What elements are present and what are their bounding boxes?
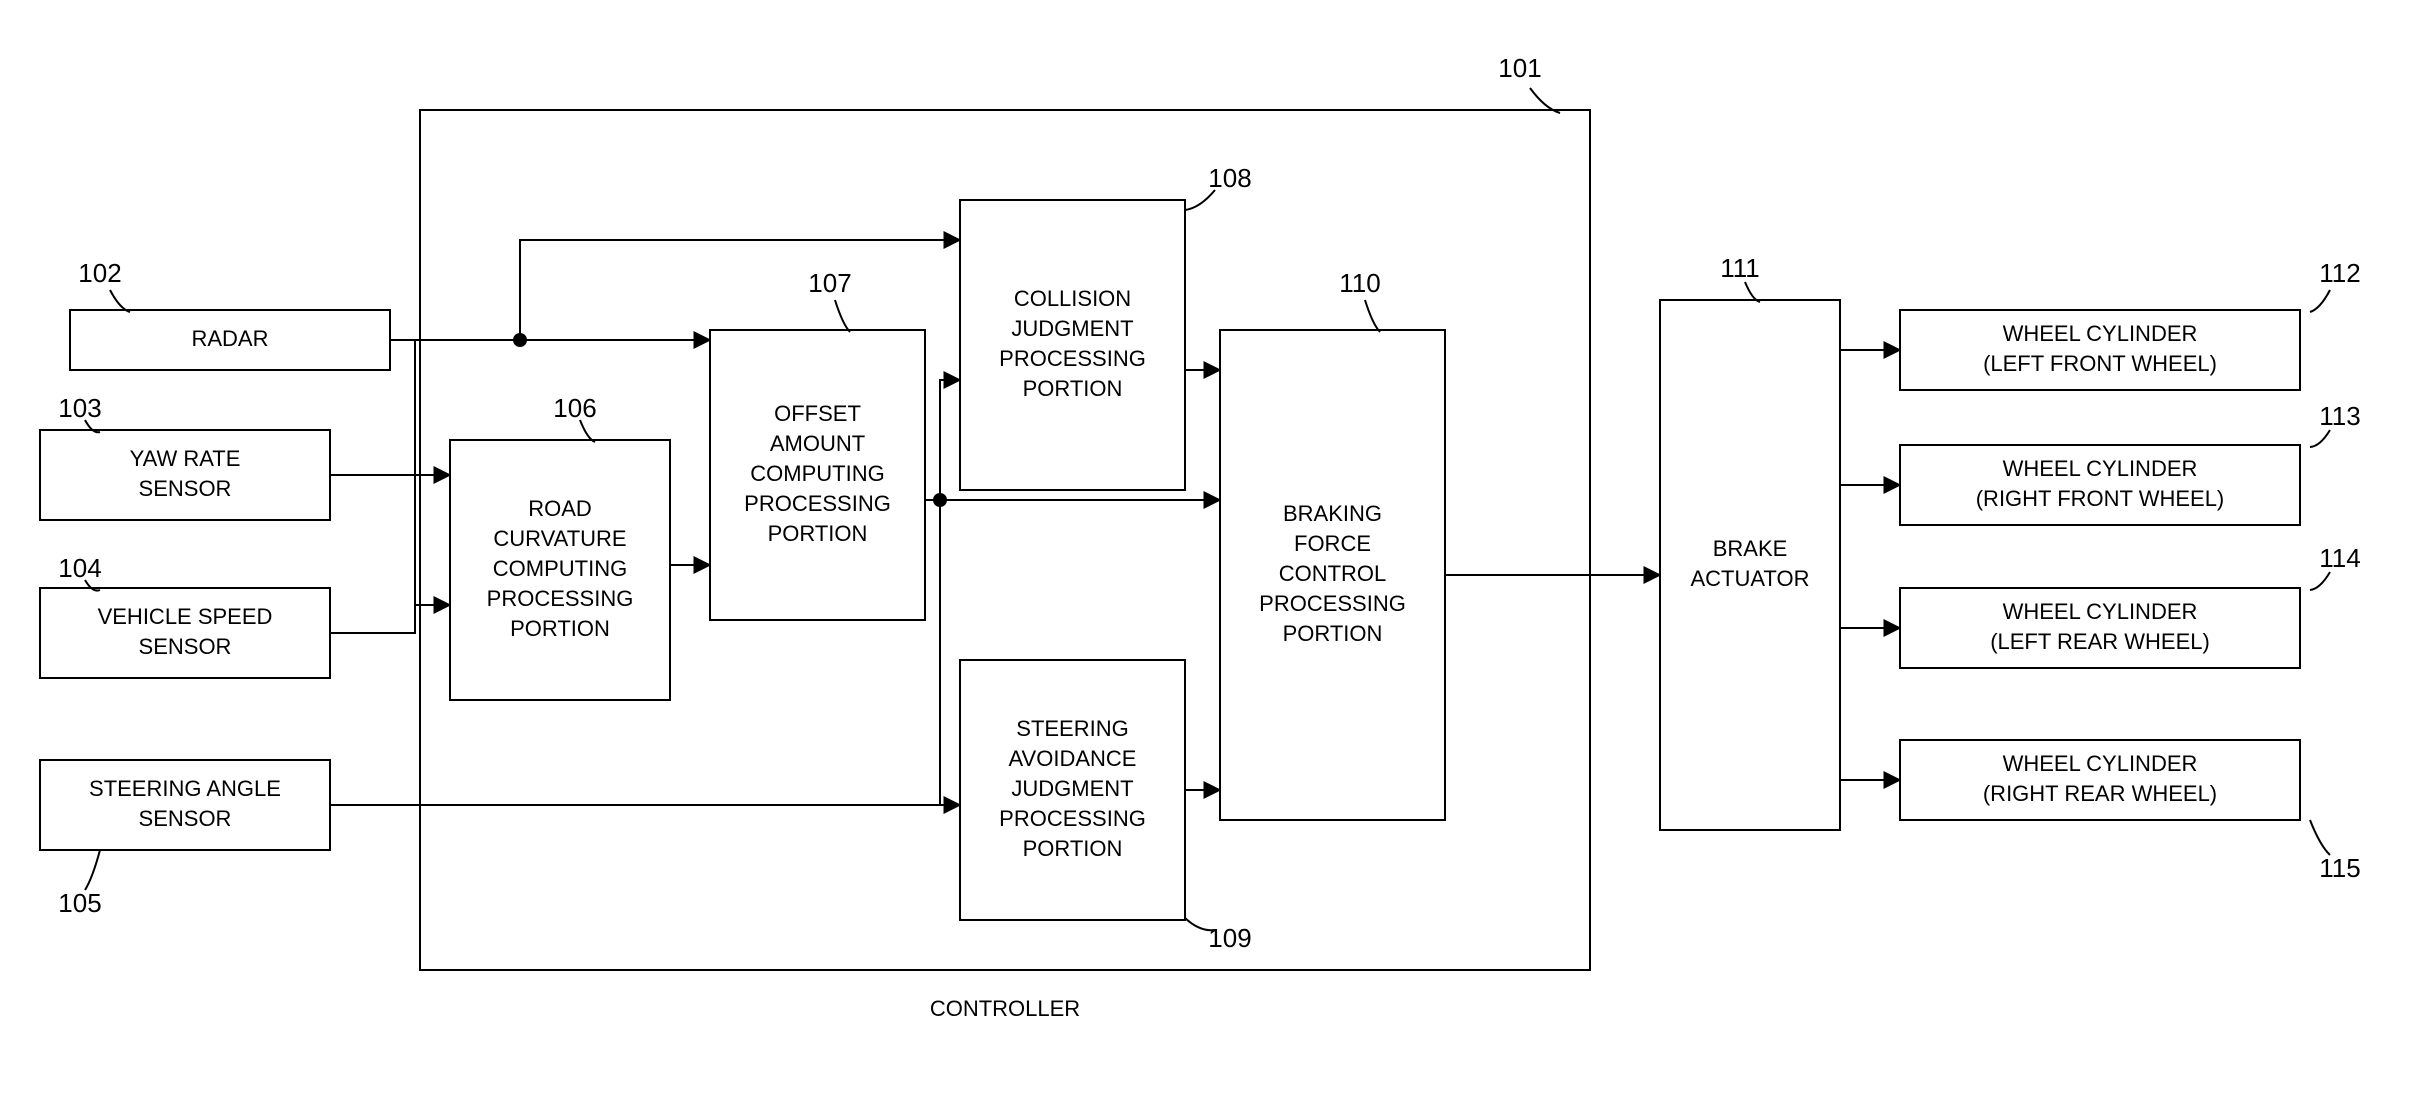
wire-speed (330, 605, 450, 633)
ctrl-block-brakec-label-line-3: PROCESSING (1259, 591, 1406, 616)
output-block-wc_lr: WHEEL CYLINDER (LEFT REAR WHEEL) (1900, 588, 2300, 668)
output-block-wc_rr-label-line-1: (RIGHT REAR WHEEL) (1983, 781, 2217, 806)
ref-num-103: 103 (58, 393, 101, 423)
ctrl-block-road-label-line-2: COMPUTING (493, 556, 627, 581)
output-block-wc_lr-label-line-0: WHEEL CYLINDER (2003, 599, 2198, 624)
ctrl-block-road-label-line-4: PORTION (510, 616, 610, 641)
ctrl-block-avoid: STEERING AVOIDANCE JUDGMENT PROCESSING PORTI… (960, 660, 1185, 920)
controller-label: CONTROLLER (930, 996, 1080, 1021)
ref-leader-110 (1365, 300, 1380, 332)
ref-num-108: 108 (1208, 163, 1251, 193)
output-block-wc_lr-label-line-1: (LEFT REAR WHEEL) (1990, 629, 2210, 654)
ctrl-block-road: ROAD CURVATURE COMPUTING PROCESSING PORTION (450, 440, 670, 700)
input-block-speed: VEHICLE SPEED SENSOR (40, 588, 330, 678)
ref-leader-115 (2310, 820, 2330, 855)
input-block-steer-label-line-1: SENSOR (139, 806, 232, 831)
wire-offset_to_coll (925, 380, 960, 500)
ctrl-block-avoid-label-line-3: PROCESSING (999, 806, 1146, 831)
ctrl-block-coll-label-line-3: PORTION (1023, 376, 1123, 401)
actuator-block-act-label-line-1: ACTUATOR (1691, 566, 1810, 591)
ref-num-114: 114 (2319, 543, 2360, 573)
ctrl-block-avoid-label-line-4: PORTION (1023, 836, 1123, 861)
ref-num-106: 106 (553, 393, 596, 423)
output-block-wc_lf: WHEEL CYLINDER (LEFT FRONT WHEEL) (1900, 310, 2300, 390)
ref-leader-102 (110, 290, 130, 312)
actuator-block-act-label-line-0: BRAKE (1713, 536, 1788, 561)
input-block-yaw: YAW RATE SENSOR (40, 430, 330, 520)
junction-j_offset (933, 493, 947, 507)
output-block-wc_lf-label-line-0: WHEEL CYLINDER (2003, 321, 2198, 346)
input-block-yaw-label-line-1: SENSOR (139, 476, 232, 501)
ref-num-112: 112 (2319, 258, 2360, 288)
ctrl-block-offset-label-line-3: PROCESSING (744, 491, 891, 516)
block-diagram: CONTROLLER RADARYAW RATESENSORVEHICLE SP… (0, 0, 2432, 1113)
output-block-wc_rr: WHEEL CYLINDER (RIGHT REAR WHEEL) (1900, 740, 2300, 820)
ctrl-block-coll-label-line-2: PROCESSING (999, 346, 1146, 371)
ctrl-block-offset-label-line-2: COMPUTING (750, 461, 884, 486)
input-block-speed-label-line-1: SENSOR (139, 634, 232, 659)
ctrl-block-road-label-line-0: ROAD (528, 496, 592, 521)
input-block-steer: STEERING ANGLE SENSOR (40, 760, 330, 850)
ctrl-block-avoid-label-line-0: STEERING (1016, 716, 1128, 741)
wire-radar_branch_up (520, 240, 960, 340)
ctrl-block-coll-label-line-1: JUDGMENT (1011, 316, 1133, 341)
ctrl-block-offset-label-line-0: OFFSET (774, 401, 861, 426)
ctrl-block-offset-label-line-1: AMOUNT (770, 431, 865, 456)
ctrl-block-road-label-line-1: CURVATURE (493, 526, 626, 551)
ref-leader-114 (2310, 572, 2330, 590)
ref-leader-113 (2310, 430, 2330, 447)
ref-num-101: 101 (1498, 53, 1541, 83)
output-block-wc_lf-label-line-1: (LEFT FRONT WHEEL) (1983, 351, 2217, 376)
ref-num-110: 110 (1339, 268, 1380, 298)
ctrl-block-avoid-label-line-1: AVOIDANCE (1009, 746, 1137, 771)
ref-num-104: 104 (58, 553, 101, 583)
ctrl-block-brakec-label-line-4: PORTION (1283, 621, 1383, 646)
junction-j_radar (513, 333, 527, 347)
ref-leader-107 (835, 300, 850, 332)
output-block-wc_rf-label-line-0: WHEEL CYLINDER (2003, 456, 2198, 481)
ref-leader-106 (580, 420, 595, 442)
ctrl-block-brakec-label-line-0: BRAKING (1283, 501, 1382, 526)
ctrl-block-coll: COLLISION JUDGMENT PROCESSING PORTION (960, 200, 1185, 490)
ref-num-102: 102 (78, 258, 121, 288)
input-block-speed-label-line-0: VEHICLE SPEED (98, 604, 273, 629)
input-block-yaw-label-line-0: YAW RATE (130, 446, 241, 471)
ctrl-block-road-label-line-3: PROCESSING (487, 586, 634, 611)
ctrl-block-coll-label-line-0: COLLISION (1014, 286, 1131, 311)
ctrl-block-offset: OFFSET AMOUNT COMPUTING PROCESSING PORTION (710, 330, 925, 620)
output-block-wc_rr-label-line-0: WHEEL CYLINDER (2003, 751, 2198, 776)
ref-num-115: 115 (2319, 853, 2360, 883)
actuator-block-act: BRAKE ACTUATOR (1660, 300, 1840, 830)
ref-leader-105 (85, 850, 100, 890)
output-block-wc_rf-label-line-1: (RIGHT FRONT WHEEL) (1976, 486, 2225, 511)
ref-num-107: 107 (808, 268, 851, 298)
wire-speed_radar_thru (330, 340, 415, 633)
ref-num-111: 111 (1720, 253, 1760, 283)
ref-leader-112 (2310, 290, 2330, 312)
ctrl-block-brakec: BRAKING FORCE CONTROL PROCESSING PORTION (1220, 330, 1445, 820)
output-block-wc_rf: WHEEL CYLINDER (RIGHT FRONT WHEEL) (1900, 445, 2300, 525)
ref-leader-108 (1185, 190, 1215, 210)
ref-num-113: 113 (2319, 401, 2360, 431)
ctrl-block-offset-label-line-4: PORTION (768, 521, 868, 546)
input-block-radar-label-line-0: RADAR (191, 326, 268, 351)
ctrl-block-brakec-label-line-1: FORCE (1294, 531, 1371, 556)
input-block-steer-label-line-0: STEERING ANGLE (89, 776, 281, 801)
ref-num-109: 109 (1208, 923, 1251, 953)
input-block-radar: RADAR (70, 310, 390, 370)
ref-num-105: 105 (58, 888, 101, 918)
ctrl-block-brakec-label-line-2: CONTROL (1279, 561, 1387, 586)
ctrl-block-avoid-label-line-2: JUDGMENT (1011, 776, 1133, 801)
